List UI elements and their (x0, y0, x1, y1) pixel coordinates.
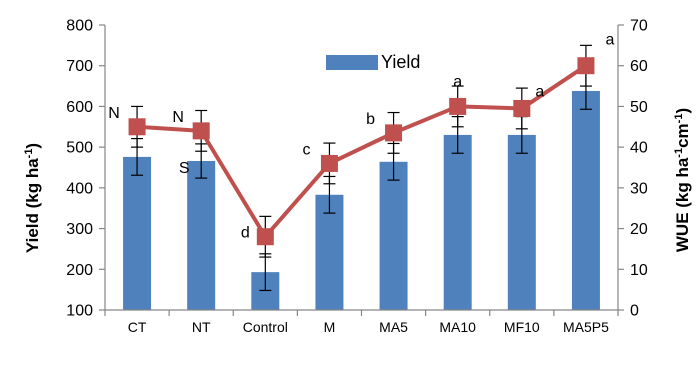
x-tick-label: MA5P5 (563, 319, 609, 335)
wue-marker (192, 122, 210, 140)
y2-tick-label: 30 (630, 180, 648, 197)
y-axis-title: Yield (kg ha-1) (23, 143, 42, 253)
line-point-label: N (172, 109, 184, 126)
line-point-label: N (108, 105, 120, 122)
legend-label: Yield (381, 52, 420, 72)
x-tick-label: Control (243, 319, 288, 335)
y-tick-label: 500 (66, 140, 93, 157)
line-point-label: a (535, 83, 544, 100)
bar (443, 134, 472, 310)
line-point-label: a (453, 73, 462, 90)
x-tick-label: M (324, 319, 336, 335)
y2-axis-title: WUE (kg ha-1cm-1) (673, 108, 692, 252)
x-tick-label: MF10 (504, 319, 540, 335)
wue-marker (449, 97, 467, 115)
y2-tick-label: 50 (630, 99, 648, 116)
y-tick-label: 400 (66, 180, 93, 197)
wue-marker (385, 124, 403, 142)
wue-marker (256, 228, 274, 246)
x-tick-label: MA10 (439, 319, 476, 335)
y-tick-label: 300 (66, 221, 93, 238)
wue-line (136, 64, 588, 239)
bar (571, 90, 600, 310)
wue-marker (320, 154, 338, 172)
line-point-label: c (302, 141, 310, 158)
wue-marker (577, 57, 595, 75)
y2-tick-label: 20 (630, 221, 648, 238)
line-point-label: b (366, 111, 375, 128)
y-tick-label: 200 (66, 262, 93, 279)
y-tick-label: 800 (66, 18, 93, 35)
x-tick-label: NT (192, 319, 211, 335)
wue-marker (128, 118, 146, 136)
y-tick-label: 700 (66, 58, 93, 75)
bar (507, 134, 536, 310)
y-tick-label: 600 (66, 99, 93, 116)
y2-tick-label: 10 (630, 262, 648, 279)
bar (187, 160, 216, 310)
y2-tick-label: 40 (630, 140, 648, 157)
legend-swatch (326, 55, 378, 70)
wue-marker (513, 99, 531, 117)
bar (123, 156, 152, 310)
x-tick-label: CT (128, 319, 147, 335)
bar (315, 194, 344, 310)
line-point-label: a (605, 32, 614, 49)
line-point-label: d (241, 225, 250, 242)
y2-tick-label: 70 (630, 18, 648, 35)
y2-tick-label: 60 (630, 58, 648, 75)
bar (379, 161, 408, 310)
bar-point-label: S (179, 160, 190, 177)
y-tick-label: 100 (66, 303, 93, 320)
x-tick-label: MA5 (379, 319, 408, 335)
y2-tick-label: 0 (630, 303, 639, 320)
